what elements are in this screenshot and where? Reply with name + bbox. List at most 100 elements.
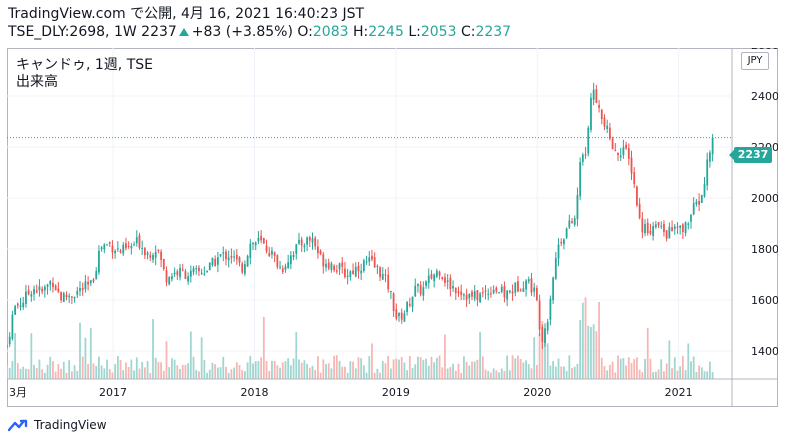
volume-bar (530, 368, 533, 379)
volume-bar (681, 356, 684, 379)
currency-badge[interactable]: JPY (741, 52, 769, 70)
candle-body (41, 288, 44, 292)
open-label: O: (297, 24, 313, 40)
candle-body (544, 328, 546, 343)
volume-bar (273, 360, 276, 379)
volume-bars (7, 297, 714, 379)
candle-body (560, 241, 563, 244)
candle-body (219, 254, 222, 257)
volume-bar (641, 372, 644, 379)
candle-body (89, 280, 92, 284)
candle-body (84, 281, 87, 290)
candle-body (679, 225, 682, 228)
candle-body (638, 203, 641, 219)
candle-body (465, 294, 468, 300)
volume-bar (627, 357, 630, 379)
candle-body (149, 255, 152, 258)
candle-body (306, 237, 308, 245)
candle-body (590, 97, 592, 130)
candle-body (162, 258, 165, 270)
candle-body (395, 309, 398, 319)
volume-bar (187, 363, 190, 379)
candle-body (11, 314, 14, 339)
volume-bar (165, 341, 168, 379)
candle-body (460, 291, 463, 296)
open-value: 2083 (312, 24, 349, 40)
candle-body (81, 288, 84, 290)
candle-body (665, 230, 668, 239)
candle-body (376, 265, 379, 267)
candle-body (549, 298, 552, 320)
volume-bar (92, 363, 95, 379)
volume-bar (706, 371, 709, 379)
candle-body (508, 290, 511, 293)
candle-body (195, 268, 198, 270)
candle-body (554, 258, 557, 279)
volume-bar (219, 367, 222, 379)
volume-bar (106, 359, 108, 379)
candle-body (622, 147, 625, 155)
volume-bar (181, 364, 184, 379)
candle-body (181, 269, 184, 271)
candle-body (116, 248, 119, 250)
volume-bar (452, 363, 454, 379)
volume-bar (295, 332, 298, 379)
candle-body (481, 292, 484, 294)
volume-bar (70, 371, 73, 379)
volume-bar (143, 367, 146, 379)
candle-body (76, 290, 79, 295)
volume-bar (200, 337, 203, 379)
candle-body (208, 262, 211, 271)
volume-bar (216, 367, 219, 379)
candle-body (603, 117, 606, 127)
volume-bar (81, 356, 84, 379)
candle-body (168, 277, 171, 285)
candle-body (684, 222, 687, 234)
volume-bar (700, 367, 703, 379)
volume-bar (41, 369, 44, 379)
volume-bar (446, 368, 449, 379)
volume-bar (630, 363, 633, 379)
candle-body (14, 306, 17, 315)
volume-bar (692, 356, 695, 379)
candle-body (173, 272, 176, 275)
candle-body (300, 239, 303, 246)
volume-bar (565, 370, 568, 379)
volume-label[interactable]: 出来高 (16, 74, 58, 90)
candle-body (663, 223, 665, 233)
volume-bar (303, 360, 306, 379)
volume-bar (98, 356, 100, 379)
footer-brand[interactable]: TradingView (34, 418, 107, 432)
candle-body (319, 250, 322, 255)
volume-bar (476, 359, 479, 379)
volume-bar (595, 331, 598, 379)
candle-body (425, 281, 427, 286)
candle-body (592, 89, 595, 100)
volume-bar (468, 365, 471, 379)
volume-bar (676, 370, 679, 379)
time-tick-label: 2020 (523, 386, 551, 399)
chart-header: TradingView.com で公開, 4月 16, 2021 16:40:2… (8, 5, 778, 41)
volume-bar (357, 357, 360, 379)
candle-body (681, 224, 684, 232)
candle-body (308, 237, 311, 241)
candle-body (392, 293, 395, 312)
candle-body (373, 257, 376, 268)
volume-bar (668, 340, 671, 379)
price-chart[interactable]: 1400160018002000220024002600 3月201720182… (7, 48, 778, 407)
candle-body (611, 138, 614, 150)
candle-body (273, 252, 276, 256)
volume-bar (284, 361, 287, 379)
candle-body (322, 254, 325, 267)
volume-bar (657, 369, 660, 379)
candle-body (633, 172, 636, 185)
candle-body (441, 277, 444, 280)
volume-bar (330, 368, 333, 379)
volume-bar (711, 372, 714, 379)
candle-body (125, 243, 127, 249)
volume-bar (389, 368, 392, 379)
series-name[interactable]: キャンドゥ, 1週, TSE (16, 57, 153, 73)
volume-bar (333, 355, 336, 379)
volume-bar (508, 370, 511, 379)
volume-bar (709, 361, 711, 379)
